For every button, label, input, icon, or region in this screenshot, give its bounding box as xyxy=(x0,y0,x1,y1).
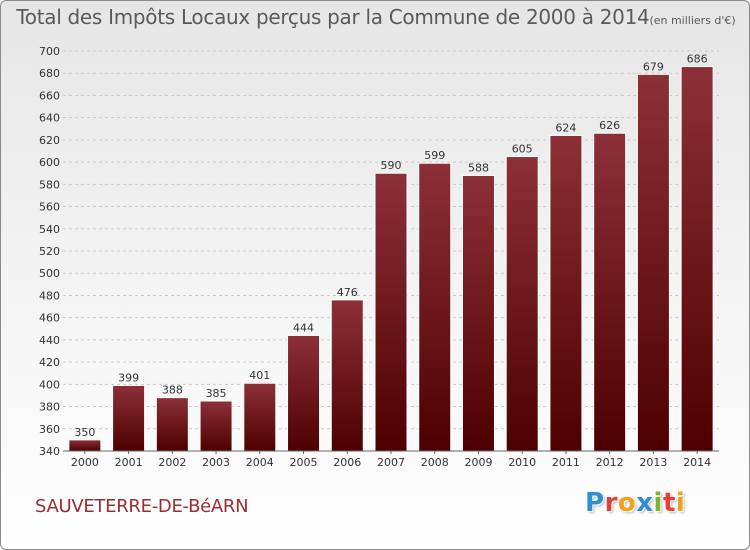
x-tick-label: 2014 xyxy=(683,456,711,469)
bar-2007 xyxy=(374,172,408,452)
x-tick-label: 2000 xyxy=(71,456,99,469)
bar-2010 xyxy=(505,156,539,452)
y-tick-label: 340 xyxy=(39,445,60,458)
data-label-2010: 605 xyxy=(512,143,533,156)
logo-letter: o xyxy=(617,488,637,518)
y-tick-label: 700 xyxy=(39,45,60,58)
x-tick-label: 2004 xyxy=(246,456,274,469)
chart-title: Total des Impôts Locaux perçus par la Co… xyxy=(1,5,749,29)
y-tick-label: 500 xyxy=(39,267,60,280)
y-tick-label: 360 xyxy=(39,423,60,436)
bars xyxy=(68,66,714,452)
proxiti-logo: Proxiti xyxy=(585,488,685,518)
y-tick-label: 440 xyxy=(39,334,60,347)
data-label-2000: 350 xyxy=(74,426,95,439)
x-tick-label: 2008 xyxy=(421,456,449,469)
data-label-2011: 624 xyxy=(555,121,576,134)
x-tick-label: 2001 xyxy=(115,456,143,469)
x-tick-label: 2012 xyxy=(596,456,624,469)
y-tick-label: 560 xyxy=(39,201,60,214)
x-tick-label: 2007 xyxy=(377,456,405,469)
data-label-2012: 626 xyxy=(599,119,620,132)
data-label-2007: 590 xyxy=(381,159,402,172)
bar-2002 xyxy=(155,397,189,452)
data-label-2006: 476 xyxy=(337,286,358,299)
x-tick-label: 2003 xyxy=(202,456,230,469)
y-tick-label: 640 xyxy=(39,112,60,125)
bar-2003 xyxy=(199,400,233,452)
commune-name: SAUVETERRE-DE-BéARN xyxy=(35,496,249,517)
y-tick-label: 480 xyxy=(39,289,60,302)
data-label-2004: 401 xyxy=(249,369,270,382)
logo-letter: r xyxy=(604,488,618,518)
x-tick-label: 2009 xyxy=(464,456,492,469)
y-axis-ticks: 340 360 380 400 420 440 460 480 500 520 540 560 580 6… xyxy=(39,45,60,458)
chart-title-text: Total des Impôts Locaux perçus par la Co… xyxy=(16,5,650,29)
bar-2011 xyxy=(549,134,583,452)
bar-2005 xyxy=(287,334,321,452)
data-label-2002: 388 xyxy=(162,384,183,397)
bar-2012 xyxy=(593,132,627,452)
logo-letter: P xyxy=(585,488,605,518)
logo-letter: x xyxy=(636,488,654,518)
x-tick-label: 2011 xyxy=(552,456,580,469)
data-label-2003: 385 xyxy=(206,387,227,400)
bar-2000 xyxy=(68,439,102,452)
y-tick-label: 680 xyxy=(39,67,60,80)
bar-2001 xyxy=(112,384,146,452)
x-tick-label: 2006 xyxy=(333,456,361,469)
y-tick-label: 540 xyxy=(39,223,60,236)
x-tick-label: 2005 xyxy=(290,456,318,469)
data-label-2001: 399 xyxy=(118,371,139,384)
bar-2009 xyxy=(461,174,495,452)
data-label-2013: 679 xyxy=(643,60,664,73)
chart-unit-note: (en milliers d'€) xyxy=(649,14,736,27)
data-label-2008: 599 xyxy=(424,149,445,162)
bar-2013 xyxy=(636,73,670,452)
data-label-2009: 588 xyxy=(468,161,489,174)
y-tick-label: 420 xyxy=(39,356,60,369)
x-tick-label: 2002 xyxy=(158,456,186,469)
data-label-2014: 686 xyxy=(687,53,708,66)
logo-letter: i xyxy=(675,488,686,518)
bar-2014 xyxy=(680,66,714,452)
bar-2008 xyxy=(418,162,452,452)
logo-letter: t xyxy=(662,488,676,518)
y-tick-label: 580 xyxy=(39,178,60,191)
y-tick-label: 620 xyxy=(39,134,60,147)
data-labels: 350 399 388 385 401 444 476 590 599 588 605 624 626 6… xyxy=(74,53,707,439)
y-tick-label: 600 xyxy=(39,156,60,169)
y-tick-label: 400 xyxy=(39,378,60,391)
y-tick-label: 660 xyxy=(39,89,60,102)
bar-2006 xyxy=(330,299,364,452)
y-tick-label: 460 xyxy=(39,312,60,325)
x-tick-label: 2010 xyxy=(508,456,536,469)
bar-2004 xyxy=(243,382,277,452)
y-tick-label: 520 xyxy=(39,245,60,258)
x-tick-label: 2013 xyxy=(639,456,667,469)
x-axis-ticks: 2000 2001 2002 2003 2004 2005 2006 2007 2008 2009… xyxy=(71,451,711,469)
data-label-2005: 444 xyxy=(293,321,314,334)
y-tick-label: 380 xyxy=(39,401,60,414)
logo-letter: i xyxy=(653,488,663,518)
